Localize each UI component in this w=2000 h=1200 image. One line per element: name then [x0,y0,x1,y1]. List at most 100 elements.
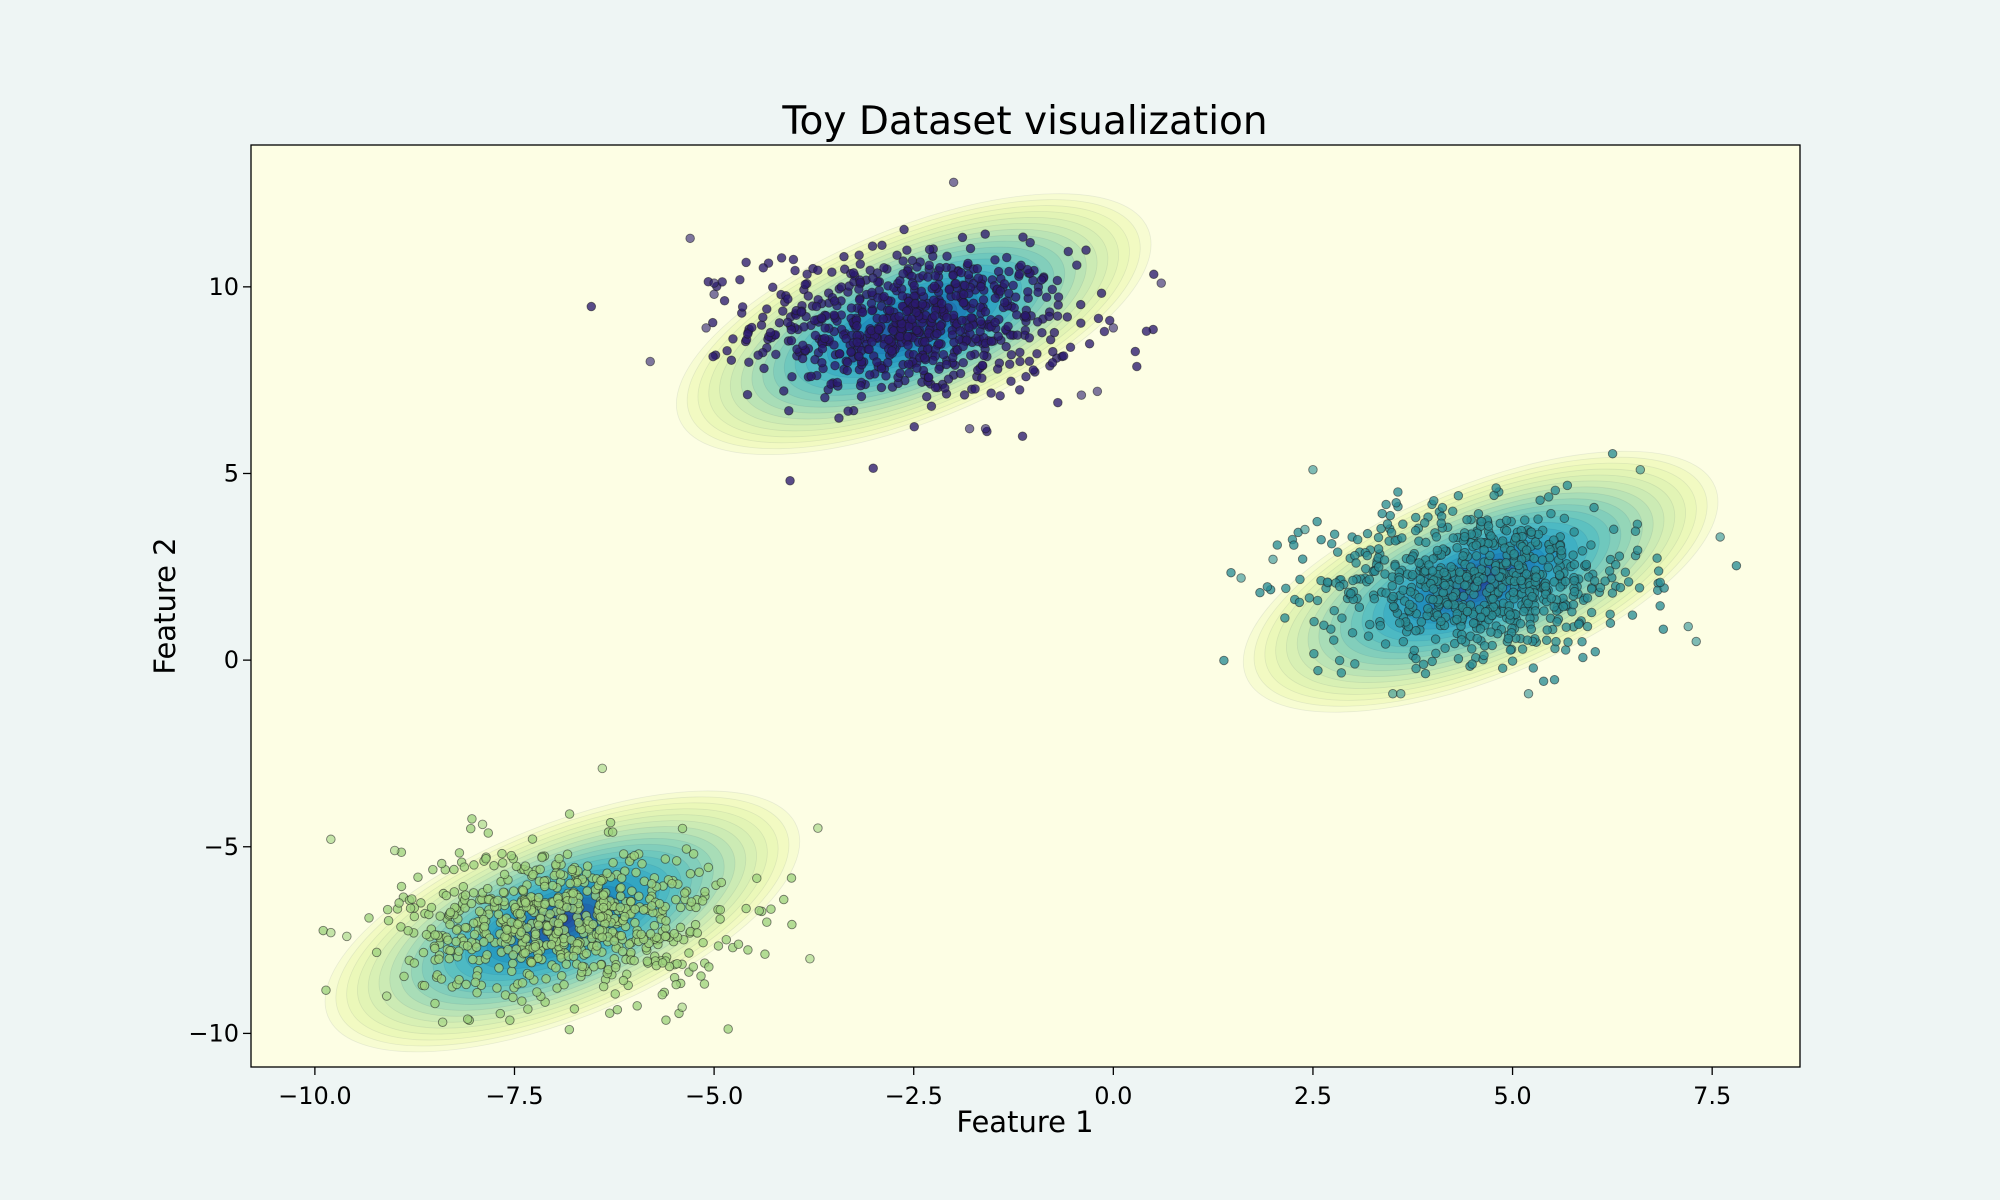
data-point [568,888,578,899]
data-point [460,890,471,900]
data-point [701,323,711,333]
data-point [1448,592,1458,602]
data-point [573,918,584,928]
data-point [1437,502,1448,513]
data-point [459,862,470,872]
data-point [669,928,679,939]
data-point [1032,317,1043,327]
data-point [445,945,455,956]
data-point [864,344,874,355]
data-point [992,364,1003,374]
data-point [995,391,1005,401]
data-point [1428,584,1439,594]
data-point [1563,637,1573,647]
data-point [973,273,984,283]
data-point [909,280,919,291]
data-point [1294,597,1305,608]
data-point [629,955,639,966]
data-point [1526,624,1537,634]
data-point [567,864,578,875]
data-point [813,265,823,276]
data-point [1006,376,1016,387]
data-point [979,350,989,361]
data-point [562,849,573,860]
data-point [1568,599,1579,610]
data-point [920,337,930,347]
data-point [1388,688,1398,699]
data-point [1472,633,1482,644]
data-point [877,240,887,251]
data-point [470,977,481,988]
data-point [1312,516,1322,527]
data-point [1431,648,1441,659]
x-tick-label: −5.0 [685,1082,743,1110]
data-point [903,340,913,350]
data-point [554,899,564,909]
data-point [1497,663,1508,674]
data-point [741,257,751,268]
data-point [1012,330,1023,340]
data-point [524,970,535,980]
data-point [713,941,724,951]
data-point [1526,527,1537,537]
data-point [1452,614,1462,625]
data-point [929,311,940,321]
data-point [1568,550,1578,560]
cluster-points [1219,448,1742,699]
data-point [533,920,544,930]
data-point [1219,655,1229,666]
x-axis: −10.0 −7.5 −5.0 −2.5 0.0 2.5 5.0 7.5 [278,1067,1731,1110]
data-point [1462,606,1473,617]
data-point [817,343,828,354]
data-point [1347,628,1358,638]
data-point [1373,544,1384,554]
data-point [443,935,453,945]
data-point [1586,584,1597,594]
data-point [454,946,464,956]
data-point [1569,586,1580,597]
data-point [1033,287,1043,298]
data-point [1560,576,1571,587]
data-point [1053,292,1064,302]
plot-frame [250,144,1801,1068]
data-point [680,888,690,898]
data-point [878,314,888,324]
data-point [645,356,655,367]
data-point [852,321,862,331]
data-point [435,911,445,921]
data-point [630,917,640,928]
data-point [1562,480,1573,491]
data-point [846,347,856,357]
data-point [1398,636,1409,647]
data-point [699,979,710,989]
data-point [667,878,677,889]
data-point [1731,560,1742,571]
data-point [1336,668,1347,678]
data-point [698,937,708,948]
data-point [1350,659,1360,669]
data-point [1635,465,1646,475]
data-point [1414,592,1424,603]
data-point [721,935,732,945]
data-point [1092,386,1103,397]
data-point [533,953,543,963]
data-point [1549,535,1559,545]
data-point [958,357,968,368]
data-point [972,263,983,274]
data-point [1272,540,1283,550]
data-point [1501,515,1512,526]
data-point [940,383,950,393]
data-point [642,956,653,967]
data-point [546,939,557,950]
data-point [728,334,738,344]
data-point [483,828,494,838]
data-point [506,850,517,861]
data-point [756,320,767,330]
data-point [437,1017,448,1027]
data-point [1348,575,1358,586]
data-point [852,337,862,348]
data-point [1527,591,1537,602]
data-point [1309,616,1319,627]
data-point [1309,649,1319,659]
data-point [445,919,455,930]
